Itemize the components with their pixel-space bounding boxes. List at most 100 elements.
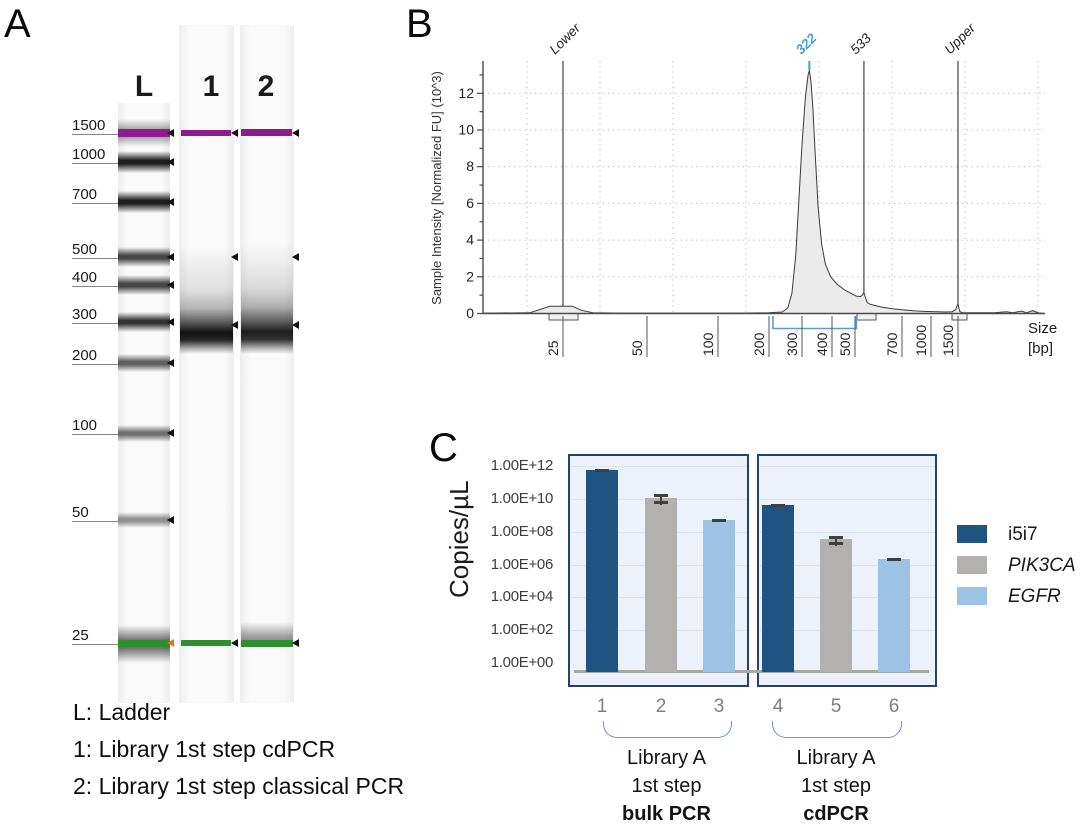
ladder-band-500 (118, 247, 170, 267)
gel-legend: L: Ladder 1: Library 1st step cdPCR 2: L… (73, 694, 404, 805)
ladder-label-700: 700 (72, 187, 118, 204)
c-bar-5-PIK3CA (820, 539, 852, 672)
ladder-band-arrow (167, 253, 174, 261)
c-x-category-label: 5 (830, 696, 842, 717)
c-legend-label-EGFR: EGFR (1008, 586, 1061, 607)
ladder-lower-marker-arrow (167, 639, 174, 647)
c-gridline (571, 466, 747, 468)
ladder-band-1000 (118, 151, 170, 173)
ladder-band-25-lower-marker (118, 640, 170, 647)
c-bar-1-i5i7 (586, 469, 618, 672)
b-region-bracket (772, 316, 858, 330)
c-x-category-label: 4 (772, 696, 784, 717)
b-x-tick-label: 200 (751, 332, 767, 356)
b-x-tick-label: 300 (784, 332, 800, 356)
ladder-band-700 (118, 191, 170, 213)
c-legend-swatch-EGFR (957, 587, 987, 605)
ladder-band-arrow (167, 281, 174, 289)
c-error-cap (829, 536, 843, 540)
ladder-band-200 (118, 354, 170, 372)
ladder-band-100 (118, 424, 170, 442)
lane1-band-arrow (231, 639, 238, 647)
c-group-brace-2 (772, 721, 902, 738)
lane2-library-smear (241, 242, 293, 354)
b-y-tick-label: 12 (458, 85, 474, 101)
c-x-category-label: 1 (596, 696, 608, 717)
lane2-band-arrow (292, 253, 299, 261)
lane1-band-arrow (231, 253, 238, 261)
c-legend-swatch-i5i7 (957, 525, 987, 543)
ladder-band-arrow (167, 158, 174, 166)
c-x-category-label: 2 (655, 696, 667, 717)
c-bar-4-i5i7 (762, 504, 794, 672)
c-error-cap-bottom (654, 500, 668, 504)
c-group-label-line: Library A (796, 747, 876, 769)
lane2-lower-smear (241, 622, 293, 642)
c-bar-2-PIK3CA (645, 497, 677, 672)
b-y-tick-label: 6 (466, 195, 474, 211)
c-error-cap (712, 518, 726, 522)
ladder-band-arrow (167, 318, 174, 326)
b-y-tick-label: 4 (466, 232, 474, 248)
c-error-cap (654, 494, 668, 498)
c-gridline (760, 499, 935, 500)
c-y-tick-label: 1.00E+10 (490, 490, 554, 507)
electropherogram-plot: 0 2 4 6 8 10 12 Sample Intensity [Normalized FU… (429, 20, 1057, 357)
c-x-category-label: 6 (888, 696, 900, 717)
lane-header-L: L (134, 70, 154, 103)
ladder-label-1500: 1500 (72, 118, 118, 135)
ladder-band-arrow (167, 359, 174, 367)
c-error-cap (595, 469, 609, 473)
c-legend-row-EGFR: EGFR (957, 587, 1085, 606)
lane1-lower-marker-band (181, 640, 231, 646)
lane-header-2: 2 (257, 70, 275, 103)
b-x-tick-label: 25 (545, 340, 561, 356)
c-y-tick-label: 1.00E+02 (490, 621, 554, 639)
b-x-tick-label: 50 (629, 340, 645, 356)
lane2-upper-marker-band (241, 129, 292, 136)
panel-b-label: B (406, 2, 433, 46)
b-y-axis-title: Sample Intensity [Normalized FU] (10^3) (429, 71, 444, 305)
b-x-tick-label: 700 (884, 332, 900, 356)
ladder-band-arrow (167, 429, 174, 437)
lane-header-1: 1 (202, 70, 220, 103)
gel-lane-1 (179, 25, 234, 703)
lane1-upper-marker-band (181, 130, 231, 136)
ladder-label-100: 100 (72, 418, 118, 435)
gel-legend-line-lane1: 1: Library 1st step cdPCR (73, 736, 336, 762)
lane2-band-arrow (292, 129, 299, 137)
b-sample-trace (483, 70, 1046, 314)
c-legend-label-i5i7: i5i7 (1008, 524, 1038, 545)
ladder-label-500: 500 (72, 242, 118, 259)
c-error-whisker (660, 494, 662, 505)
b-x-axis-title-line2: [bp] (1028, 340, 1053, 357)
c-y-tick-label: 1.00E+00 (490, 654, 554, 671)
lane1-library-smear (180, 246, 233, 354)
c-bar-6-EGFR (878, 558, 910, 672)
gel-image: 1500 1000 700 500 400 300 200 100 50 25 (0, 0, 400, 826)
c-y-tick-label: 1.00E+06 (490, 555, 554, 573)
c-group-label-line: bulk PCR (622, 803, 711, 825)
b-x-tick-label: 500 (837, 332, 853, 356)
ladder-label-400: 400 (72, 270, 118, 287)
gel-legend-line-lane2: 2: Library 1st step classical PCR (73, 773, 405, 799)
ladder-band-50 (118, 512, 170, 528)
c-error-cap (887, 557, 901, 561)
ladder-label-300: 300 (72, 307, 118, 324)
b-x-tick-label: 1500 (940, 325, 956, 356)
b-y-tick-label: 2 (466, 268, 474, 284)
c-y-tick-label: 1.00E+12 (490, 457, 554, 475)
c-x-category-label: 3 (713, 696, 725, 717)
ladder-label-200: 200 (72, 348, 118, 365)
c-baseline (574, 670, 929, 673)
gel-legend-line-ladder: L: Ladder (73, 699, 171, 725)
ladder-label-50: 50 (72, 505, 118, 522)
c-legend-swatch-PIK3CA (957, 556, 987, 574)
gel-lane-2 (240, 25, 294, 703)
ladder-band-1500-upper-marker (118, 129, 170, 137)
c-gridline (760, 531, 935, 533)
c-group-brace-1 (603, 721, 732, 738)
ladder-label-1000: 1000 (72, 147, 118, 164)
c-y-tick-label: 1.00E+04 (490, 588, 554, 606)
